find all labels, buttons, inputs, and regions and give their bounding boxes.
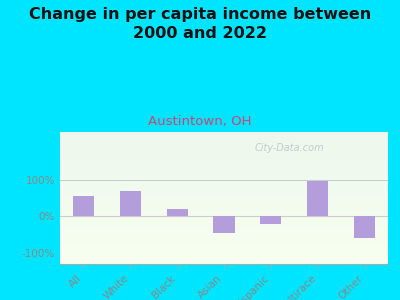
Bar bbox=[73, 196, 94, 216]
Bar bbox=[307, 181, 328, 216]
Text: City-Data.com: City-Data.com bbox=[255, 143, 324, 153]
Bar bbox=[214, 216, 234, 233]
Bar bbox=[120, 191, 141, 216]
Text: Austintown, OH: Austintown, OH bbox=[148, 116, 252, 128]
Bar bbox=[260, 216, 281, 224]
Bar bbox=[166, 209, 188, 216]
Text: Change in per capita income between
2000 and 2022: Change in per capita income between 2000… bbox=[29, 8, 371, 41]
Bar bbox=[354, 216, 375, 238]
